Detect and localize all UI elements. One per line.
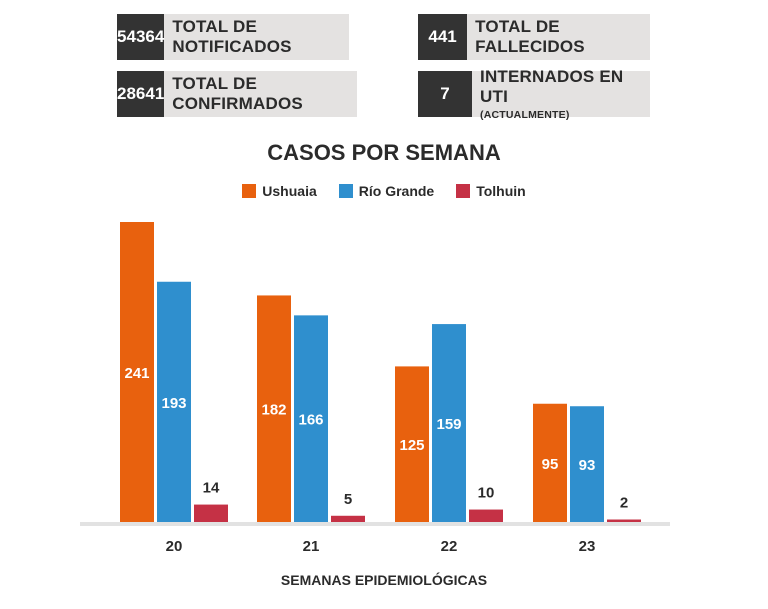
bar-tolhuin-23 (607, 519, 641, 522)
bar-ushuaia-20 (120, 222, 154, 522)
data-label: 95 (542, 456, 559, 473)
stat-label: INTERNADOS EN UTI (ACTUALMENTE) (472, 67, 650, 121)
x-tick-label: 21 (303, 538, 320, 555)
data-label: 125 (399, 437, 424, 454)
bar-ushuaia-22 (395, 366, 429, 522)
stat-total-notificados: 54364 TOTAL DE NOTIFICADOS (117, 14, 349, 60)
legend-label-ushuaia: Ushuaia (262, 183, 317, 199)
stat-value: 7 (418, 71, 473, 117)
x-axis-baseline (80, 522, 670, 526)
data-label: 5 (344, 491, 352, 508)
stat-label-sub: (ACTUALMENTE) (480, 109, 570, 121)
data-label: 93 (579, 457, 596, 474)
x-tick-label: 20 (166, 538, 183, 555)
x-tick-label: 23 (579, 538, 596, 555)
stat-label-text: TOTAL DE CONFIRMADOS (172, 74, 303, 113)
legend-swatch-tolhuin (456, 184, 471, 198)
bar-ushuaia-23 (533, 403, 567, 522)
legend-item-ushuaia: Ushuaia (242, 183, 317, 199)
bar-tolhuin-22 (469, 509, 503, 522)
legend-label-tolhuin: Tolhuin (476, 183, 526, 199)
bar-ushuaia-21 (257, 295, 291, 522)
legend-item-tolhuin: Tolhuin (456, 183, 526, 199)
data-label: 193 (161, 395, 186, 412)
bar-r-o-grande-23 (570, 406, 604, 522)
stat-label-text: TOTAL DE NOTIFICADOS (172, 17, 292, 56)
data-label: 182 (261, 402, 286, 419)
bar-r-o-grande-22 (432, 324, 466, 522)
bar-tolhuin-21 (331, 515, 365, 522)
stat-total-fallecidos: 441 TOTAL DE FALLECIDOS (418, 14, 650, 60)
legend-label-rio-grande: Río Grande (358, 183, 435, 199)
data-label: 2 (620, 495, 628, 512)
data-label: 159 (436, 416, 461, 433)
bar-tolhuin-20 (194, 504, 228, 522)
data-label: 166 (298, 412, 323, 429)
data-label: 10 (478, 485, 495, 502)
bar-r-o-grande-21 (294, 315, 328, 522)
stat-label: TOTAL DE FALLECIDOS (467, 14, 650, 60)
stat-label: TOTAL DE CONFIRMADOS (164, 71, 357, 117)
legend-swatch-ushuaia (242, 184, 257, 198)
data-label: 14 (203, 480, 220, 497)
data-label: 241 (124, 365, 149, 382)
legend-swatch-rio-grande (338, 184, 353, 198)
stat-value: 54364 (117, 14, 165, 60)
stat-internados-uti: 7 INTERNADOS EN UTI (ACTUALMENTE) (418, 67, 650, 121)
stat-value: 28641 (117, 71, 165, 117)
chart-title: CASOS POR SEMANA (267, 140, 501, 165)
x-tick-label: 22 (441, 538, 458, 555)
stat-label-text: INTERNADOS EN UTI (480, 67, 624, 106)
legend-item-rio-grande: Río Grande (338, 183, 435, 199)
stat-total-confirmados: 28641 TOTAL DE CONFIRMADOS (117, 71, 357, 117)
bar-r-o-grande-20 (157, 281, 191, 522)
stat-value: 441 (418, 14, 468, 60)
stat-label-text: TOTAL DE FALLECIDOS (475, 17, 585, 56)
chart-legend: Ushuaia Río Grande Tolhuin (0, 183, 768, 199)
stat-label: TOTAL DE NOTIFICADOS (164, 14, 349, 60)
x-axis-label: SEMANAS EPIDEMIOLÓGICAS (280, 572, 488, 588)
